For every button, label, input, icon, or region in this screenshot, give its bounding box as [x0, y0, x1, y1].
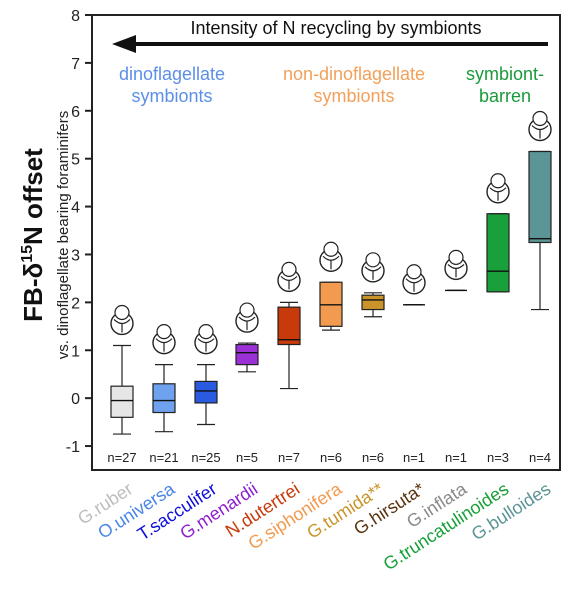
foraminifer-shell-icon	[486, 173, 510, 204]
box-ginflata	[444, 249, 468, 292]
shell-suture	[197, 338, 215, 352]
group-label: dinoflagellate symbionts	[119, 64, 225, 106]
sample-count-label: n=5	[236, 450, 258, 465]
foraminifer-shell-icon	[402, 264, 426, 295]
shell-suture	[364, 266, 382, 280]
sample-count-label: n=27	[107, 450, 136, 465]
plot-frame	[91, 14, 561, 471]
shell-suture	[280, 275, 298, 290]
shell-chamber-top	[406, 264, 422, 280]
y-axis-title: FB-δ15N offset vs. dinoflagellate bearing…	[18, 111, 72, 359]
foraminifer-shell-icon	[528, 110, 552, 142]
box-body	[110, 385, 134, 418]
box-ndutertrei	[277, 261, 301, 390]
sample-count-label: n=25	[191, 450, 220, 465]
recycling-arrow-head	[112, 35, 136, 53]
box-gbulloides	[528, 110, 552, 311]
shell-chamber-top	[114, 304, 130, 321]
y-tick-label: 8	[71, 8, 80, 25]
box-body	[152, 383, 176, 414]
y-axis-sub-label: vs. dinoflagellate bearing foraminifers	[55, 111, 72, 359]
shell-suture	[447, 263, 465, 278]
box-tsacculifer	[194, 324, 218, 426]
shell-suture	[113, 319, 131, 333]
shell-chamber-top	[365, 252, 381, 268]
box-body	[194, 380, 218, 404]
y-axis-main-label: FB-δ15N offset	[18, 148, 48, 322]
box-body	[486, 213, 510, 293]
y-tick-label: 7	[71, 56, 80, 73]
shell-suture	[155, 338, 173, 352]
group-label: symbiont-barren	[466, 64, 544, 106]
shell-chamber-top	[490, 173, 506, 189]
foraminifer-shell-icon	[110, 304, 134, 336]
shell-suture	[489, 187, 507, 201]
y-tick-label: 3	[71, 247, 80, 264]
y-tick-label: 5	[71, 152, 80, 169]
box-gtruncatulinoides	[486, 173, 510, 293]
y-tick-label: 1	[71, 343, 80, 360]
shell-suture	[531, 125, 549, 139]
y-tick-label: 2	[71, 295, 80, 312]
y-tick-label: -1	[66, 439, 80, 456]
foraminifer-shell-icon	[277, 261, 301, 293]
sample-count-label: n=4	[529, 450, 551, 465]
box-gmenardii	[235, 302, 259, 373]
shell-chamber-top	[448, 249, 464, 265]
group-label: non-dinoflagellate symbionts	[283, 64, 425, 106]
shell-chamber-top	[156, 324, 172, 340]
sample-count-label: n=3	[487, 450, 509, 465]
foraminifer-shell-icon	[361, 252, 385, 283]
shell-chamber-top	[281, 261, 297, 277]
box-ghirsuta	[402, 264, 426, 306]
box-gtumida	[361, 252, 385, 318]
sample-count-label: n=21	[149, 450, 178, 465]
shell-suture	[405, 278, 423, 292]
shell-chamber-top	[532, 110, 548, 127]
shell-chamber-top	[198, 324, 214, 340]
y-tick-label: 4	[71, 200, 80, 217]
sample-count-label: n=1	[445, 450, 467, 465]
shell-suture	[322, 255, 340, 270]
box-gsiphonifera	[319, 241, 343, 331]
box-body	[361, 294, 385, 311]
shell-suture	[238, 316, 256, 331]
y-tick-label: 6	[71, 104, 80, 121]
arrow-label: Intensity of N recycling by symbionts	[190, 18, 481, 38]
x-axis-labels: G.ruberO.universaT.sacculiferG.menardiiN…	[74, 478, 554, 574]
box-ouniversa	[152, 324, 176, 433]
sample-count-label: n=1	[403, 450, 425, 465]
foraminifer-shell-icon	[319, 241, 343, 272]
foraminifer-shell-icon	[152, 324, 176, 355]
box-body	[235, 343, 259, 366]
box-gruber	[110, 304, 134, 435]
sample-count-label: n=6	[362, 450, 384, 465]
foraminifer-shell-icon	[194, 324, 218, 355]
foraminifer-shell-icon	[444, 249, 468, 281]
sample-count-label: n=7	[278, 450, 300, 465]
foraminifer-shell-icon	[235, 302, 259, 333]
shell-chamber-top	[323, 241, 339, 257]
sample-count-label: n=6	[320, 450, 342, 465]
box-body	[528, 150, 552, 244]
plot-area: -1 0 1 2 3 4 5 6 7 8 Intensity of N recycling by s…	[66, 8, 561, 471]
y-tick-label: 0	[71, 391, 80, 408]
box-body	[277, 306, 301, 346]
shell-chamber-top	[239, 302, 255, 318]
